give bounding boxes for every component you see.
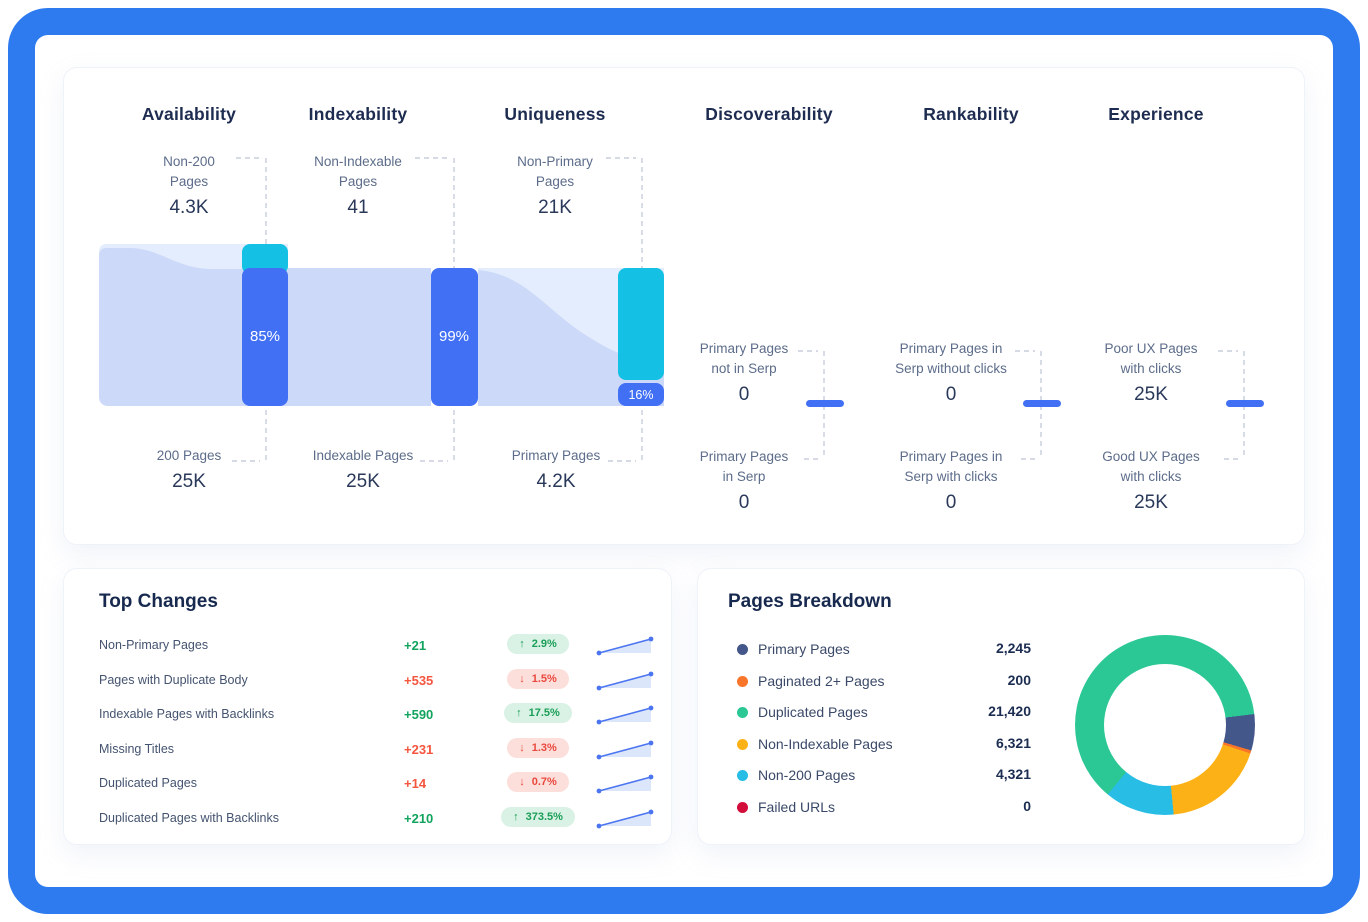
sparkline (596, 774, 654, 794)
stage-header-uniqueness: Uniqueness (504, 104, 606, 124)
donut-hole (1104, 664, 1226, 786)
stage-header-discoverability: Discoverability (705, 104, 833, 124)
top-changes-row: Duplicated Pages +14 ↓ 0.7% (64, 771, 671, 797)
bar-non-200-removed (242, 244, 288, 274)
bar-non-primary-removed (618, 268, 664, 380)
legend-label: Paginated 2+ Pages (758, 672, 885, 689)
legend-item: Paginated 2+ Pages 200 (698, 672, 1304, 692)
top-changes-title: Top Changes (99, 591, 218, 612)
sparkline (596, 636, 654, 656)
top-changes-row: Missing Titles +231 ↓ 1.3% (64, 737, 671, 763)
stage-header-availability: Availability (141, 104, 237, 124)
legend-item: Primary Pages 2,245 (698, 640, 1304, 660)
connector-lines (232, 157, 1264, 462)
bar-uniqueness-pct: 16% (628, 388, 653, 402)
top-changes-row: Indexable Pages with Backlinks +590 ↑ 17.… (64, 702, 671, 728)
metric-primary-pages: Primary Pages 4.2K (511, 448, 601, 492)
pages-breakdown-donut-chart (1075, 635, 1255, 815)
row-label: Duplicated Pages (99, 776, 197, 790)
pages-breakdown-card: Pages Breakdown Primary Pages 2,245 Pagi… (697, 568, 1305, 845)
top-changes-row: Pages with Duplicate Body +535 ↓ 1.5% (64, 668, 671, 694)
legend-value: 21,420 (988, 703, 1031, 719)
legend-dot-non-200-pages (737, 770, 748, 781)
metric-primary-in-serp: Primary Pages in Serp 0 (699, 449, 789, 513)
sparkline (596, 671, 654, 690)
trend-down-icon: ↓ (519, 776, 525, 788)
metric-serp-without-clicks: Primary Pages in Serp without clicks 0 (895, 341, 1007, 405)
bar-uniqueness-badge (618, 383, 664, 406)
legend-value: 200 (1007, 671, 1031, 688)
row-delta: +210 (404, 810, 434, 826)
row-trend-pill: ↓ 1.5% (482, 668, 594, 689)
legend-value: 4,321 (995, 766, 1031, 782)
trend-up-icon: ↑ (513, 810, 519, 823)
bar-availability-pct: 85% (250, 328, 280, 345)
metric-poor-ux-pages: Poor UX Pages with clicks 25K (1104, 341, 1198, 405)
sparkline (596, 740, 654, 759)
row-delta: +14 (404, 776, 427, 791)
pages-breakdown-title: Pages Breakdown (728, 591, 892, 612)
top-changes-row: Non-Primary Pages +21 ↑ 2.9% (64, 633, 671, 659)
metric-good-ux-pages: Good UX Pages with clicks 25K (1102, 449, 1200, 513)
legend-label: Non-200 Pages (758, 767, 856, 783)
metric-non-primary-pages: Non-Primary Pages 21K (517, 154, 593, 218)
stage-progress-dashes (806, 400, 1264, 407)
row-label: Missing Titles (99, 741, 175, 756)
legend-dot-paginated-pages (737, 675, 748, 687)
legend-item: Duplicated Pages 21,420 (698, 703, 1304, 723)
row-label: Duplicated Pages with Backlinks (99, 810, 279, 825)
top-changes-card: Top Changes Non-Primary Pages +21 ↑ 2.9% … (63, 568, 672, 845)
top-changes-row: Duplicated Pages with Backlinks +210 ↑ 37… (64, 806, 671, 832)
bar-indexability (431, 268, 478, 406)
trend-down-icon: ↓ (519, 672, 525, 685)
funnel-chart: 85% 99% 16% (99, 244, 664, 406)
row-delta: +590 (404, 707, 434, 722)
metric-non-200-pages: Non-200 Pages 4.3K (163, 154, 215, 218)
metric-non-indexable-pages: Non-Indexable Pages 41 (314, 154, 402, 218)
legend-dot-duplicated-pages (737, 707, 748, 718)
sparkline (596, 809, 654, 828)
legend-label: Duplicated Pages (758, 704, 868, 720)
row-delta: +21 (404, 638, 427, 653)
row-label: Pages with Duplicate Body (99, 672, 248, 687)
row-delta: +231 (404, 741, 434, 757)
row-trend-pill: ↓ 1.3% (482, 737, 594, 758)
metric-primary-not-in-serp: Primary Pages not in Serp 0 (699, 341, 789, 405)
row-delta: +535 (404, 672, 434, 688)
legend-dot-non-indexable-pages (737, 738, 748, 750)
row-label: Indexable Pages with Backlinks (99, 707, 275, 721)
sparkline (596, 705, 654, 725)
legend-label: Primary Pages (758, 641, 850, 657)
metric-indexable-pages: Indexable Pages 25K (312, 448, 414, 492)
legend-dot-failed-urls (737, 801, 748, 813)
bar-availability (242, 268, 288, 406)
bar-indexability-pct: 99% (439, 328, 469, 345)
trend-up-icon: ↑ (519, 638, 525, 650)
row-trend-pill: ↑ 373.5% (482, 806, 594, 827)
row-trend-pill: ↑ 2.9% (482, 634, 594, 654)
legend-dot-primary-pages (737, 644, 748, 655)
metric-200-pages: 200 Pages 25K (156, 448, 222, 492)
legend-item: Failed URLs 0 (698, 798, 1304, 818)
metric-serp-with-clicks: Primary Pages in Serp with clicks 0 (899, 449, 1003, 513)
row-trend-pill: ↓ 0.7% (482, 772, 594, 792)
legend-value: 2,245 (995, 640, 1031, 656)
legend-item: Non-200 Pages 4,321 (698, 766, 1304, 786)
legend-value: 0 (1023, 797, 1031, 814)
legend-label: Failed URLs (758, 798, 836, 815)
row-label: Non-Primary Pages (99, 638, 209, 652)
funnel-card: Availability Indexability Uniqueness Dis… (63, 67, 1305, 545)
legend-label: Non-Indexable Pages (758, 735, 893, 752)
trend-down-icon: ↓ (519, 741, 525, 754)
stage-header-experience: Experience (1108, 104, 1204, 124)
legend-item: Non-Indexable Pages 6,321 (698, 735, 1304, 755)
stage-header-indexability: Indexability (308, 104, 408, 124)
stage-header-rankability: Rankability (923, 104, 1019, 124)
legend-value: 6,321 (995, 734, 1031, 751)
trend-up-icon: ↑ (516, 707, 522, 719)
row-trend-pill: ↑ 17.5% (482, 703, 594, 723)
